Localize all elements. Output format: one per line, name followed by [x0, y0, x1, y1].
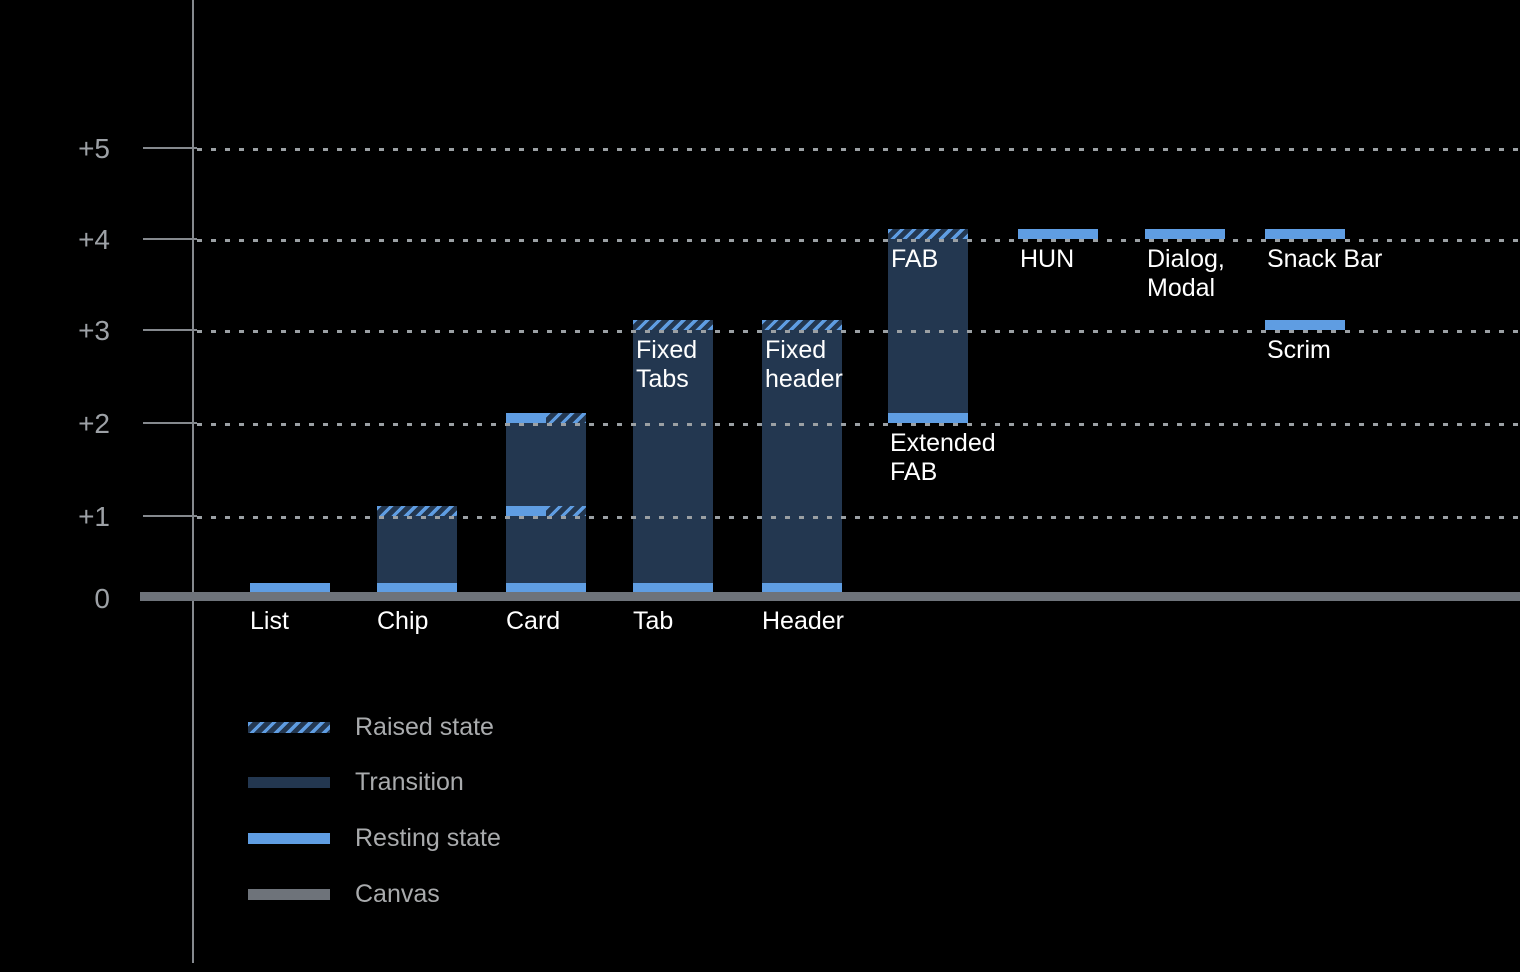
bar-resting-dialog-modal-l4 — [1145, 229, 1225, 239]
legend-label-raised: Raised state — [355, 712, 494, 741]
y-tick-label-1: +1 — [78, 501, 110, 532]
bar-transition-card — [506, 423, 586, 583]
legend-swatch-resting — [248, 832, 330, 844]
bar-raised-card-l1 — [546, 506, 586, 516]
bar-resting-card-l1 — [506, 506, 546, 516]
canvas-line — [140, 592, 1520, 601]
bar-transition-tab — [633, 330, 713, 583]
bar-transition-extended-fab — [888, 239, 968, 413]
bar-label-hun: HUN — [1020, 245, 1075, 273]
bar-label-tab: Fixed Tabs — [636, 336, 698, 393]
bar-resting-snack-bar-l4 — [1265, 229, 1345, 239]
bar-raised-card-l2 — [546, 413, 586, 423]
bar-resting-hun-l4 — [1018, 229, 1098, 239]
bar-resting-chip-l0 — [377, 583, 457, 592]
gridline-1 — [197, 516, 1520, 519]
bar-resting-tab-l0 — [633, 583, 713, 592]
gridline-3 — [197, 330, 1520, 333]
bar-transition-header — [762, 330, 842, 583]
y-tick-label-3: +3 — [78, 315, 110, 346]
y-tick-label-5: +5 — [78, 133, 110, 164]
legend-item-transition: Transition — [248, 768, 464, 798]
bar-label-scrim: Scrim — [1267, 336, 1331, 364]
bar-resting-list-l0 — [250, 583, 330, 592]
x-axis-label-header: Header — [762, 607, 844, 635]
bar-label-extended-fab: Extended FAB — [890, 429, 996, 486]
bar-label-header: Fixed header — [765, 336, 843, 393]
y-tick-5 — [143, 147, 197, 149]
bar-resting-card-l2 — [506, 413, 546, 423]
gridline-2 — [197, 423, 1520, 426]
x-axis-label-card: Card — [506, 607, 561, 635]
bar-resting-extended-fab-l2 — [888, 413, 968, 423]
x-axis-label-list: List — [250, 607, 289, 635]
legend-item-resting: Resting state — [248, 823, 501, 853]
bar-raised-chip-l1 — [377, 506, 457, 516]
bar-raised-extended-fab-l4 — [888, 229, 968, 239]
y-tick-label-2: +2 — [78, 408, 110, 439]
bar-raised-tab-l3 — [633, 320, 713, 330]
y-tick-2 — [143, 422, 197, 424]
bar-raised-header-l3 — [762, 320, 842, 330]
legend-label-canvas: Canvas — [355, 879, 440, 908]
bar-label-extended-fab: FAB — [891, 245, 939, 273]
y-tick-3 — [143, 329, 197, 331]
bar-label-snack-bar: Snack Bar — [1267, 245, 1383, 273]
gridline-5 — [197, 148, 1520, 151]
legend-label-resting: Resting state — [355, 823, 501, 852]
bar-resting-scrim-l3 — [1265, 320, 1345, 330]
bar-label-dialog-modal: Dialog, Modal — [1147, 245, 1225, 302]
legend-swatch-raised — [248, 721, 330, 733]
legend-item-canvas: Canvas — [248, 879, 440, 909]
x-axis-label-chip: Chip — [377, 607, 429, 635]
x-axis-label-tab: Tab — [633, 607, 674, 635]
y-tick-4 — [143, 238, 197, 240]
y-tick-1 — [143, 515, 197, 517]
y-tick-label-0: 0 — [94, 583, 110, 614]
legend-swatch-transition — [248, 777, 330, 789]
legend-item-raised: Raised state — [248, 712, 494, 742]
bar-resting-header-l0 — [762, 583, 842, 592]
legend-label-transition: Transition — [355, 768, 464, 797]
bar-transition-chip — [377, 516, 457, 583]
y-tick-label-4: +4 — [78, 224, 110, 255]
bar-resting-card-l0 — [506, 583, 586, 592]
gridline-4 — [197, 239, 1520, 242]
y-axis-line — [192, 0, 194, 963]
legend-swatch-canvas — [248, 888, 330, 900]
